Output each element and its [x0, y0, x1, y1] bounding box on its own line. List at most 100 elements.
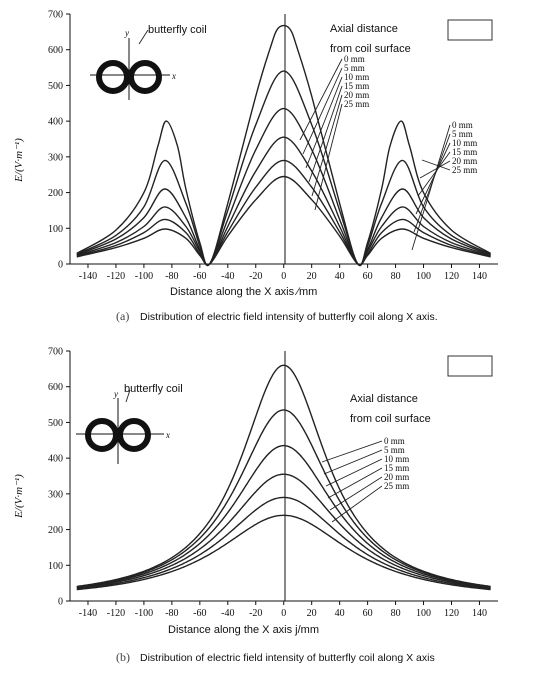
x-tick-label: -40	[221, 608, 234, 619]
chart-b-legend-box	[447, 355, 493, 377]
x-tick-label: -20	[249, 608, 262, 619]
legend-leader	[299, 58, 343, 141]
chart-b-legend-title-1: Axial distance	[350, 393, 418, 405]
series-line-25-mm	[76, 175, 491, 266]
svg-text:x: x	[165, 430, 170, 440]
legend-label-center: 25 mm	[344, 99, 369, 109]
chart-a-coil-icon: x y	[90, 28, 176, 100]
legend-leader	[308, 85, 343, 183]
legend-label-center: 5 mm	[344, 63, 365, 73]
x-tick-label: -40	[221, 271, 234, 282]
chart-b-coil-icon: x y	[76, 389, 170, 464]
series-line-5-mm	[76, 409, 491, 588]
x-tick-label: 0	[281, 608, 286, 619]
x-tick-label: -120	[107, 608, 125, 619]
y-tick-label: 100	[48, 561, 63, 572]
legend-leader	[305, 76, 343, 169]
x-tick-label: 60	[363, 271, 373, 282]
legend-label: 20 mm	[384, 472, 409, 482]
x-tick-label: -60	[193, 608, 206, 619]
series-line-25-mm	[76, 514, 491, 591]
chart-a-legend-title-1: Axial distance	[330, 23, 398, 35]
chart-b-series	[76, 364, 491, 591]
legend-label: 0 mm	[384, 436, 405, 446]
y-tick-label: 200	[48, 525, 63, 536]
series-line-10-mm	[76, 444, 491, 588]
chart-b-x-label: Distance along the X axis j/mm	[168, 624, 319, 636]
series-line-5-mm	[76, 70, 491, 267]
chart-b-caption: Distribution of electric field intensity…	[140, 652, 435, 664]
chart-b-y-label: E/(V·m⁻¹)	[13, 474, 25, 519]
chart-b-ticks: -140 -120 -100 -80 -60 -40 -20 0 20 40 60 80 100 120 1…	[48, 347, 487, 620]
y-tick-label: 200	[48, 188, 63, 199]
chart-a-y-label: E/(V·m⁻¹)	[13, 138, 25, 183]
series-line-0-mm	[76, 364, 491, 588]
x-tick-label: -80	[165, 608, 178, 619]
x-tick-label: 120	[444, 608, 459, 619]
x-tick-label: 40	[335, 608, 345, 619]
legend-leader	[331, 485, 383, 523]
legend-leader	[421, 159, 451, 171]
legend-leader	[327, 467, 383, 499]
y-tick-label: 700	[48, 10, 63, 21]
y-tick-label: 500	[48, 81, 63, 92]
y-tick-label: 100	[48, 224, 63, 235]
x-tick-label: 60	[363, 608, 373, 619]
y-tick-label: 400	[48, 454, 63, 465]
legend-label-center: 15 mm	[344, 81, 369, 91]
x-tick-label: -140	[79, 271, 97, 282]
x-tick-label: 20	[307, 271, 317, 282]
x-tick-label: -100	[135, 271, 153, 282]
y-tick-label: 400	[48, 117, 63, 128]
series-line-10-mm	[76, 107, 491, 266]
legend-label-center: 20 mm	[344, 90, 369, 100]
x-tick-label: -20	[249, 271, 262, 282]
legend-label: 25 mm	[384, 481, 409, 491]
x-tick-label: 100	[416, 271, 431, 282]
legend-label: 5 mm	[384, 445, 405, 455]
x-tick-label: -60	[193, 271, 206, 282]
legend-leader	[311, 94, 343, 197]
svg-text:y: y	[113, 389, 118, 399]
y-tick-label: 600	[48, 382, 63, 393]
chart-a-legend-title-2: from coil surface	[330, 43, 411, 55]
x-tick-label: -80	[165, 271, 178, 282]
chart-a-coil-label: butterfly coil	[148, 24, 207, 36]
y-tick-label: 600	[48, 45, 63, 56]
legend-leader	[413, 133, 451, 233]
legend-label-center: 0 mm	[344, 54, 365, 64]
chart-b-coil-label: butterfly coil	[124, 383, 183, 395]
legend-leader	[321, 440, 383, 463]
x-tick-label: 100	[416, 608, 431, 619]
x-tick-label: 140	[472, 271, 487, 282]
x-tick-label: 120	[444, 271, 459, 282]
svg-text:y: y	[124, 28, 129, 38]
y-tick-label: 300	[48, 152, 63, 163]
y-tick-label: 0	[58, 260, 63, 271]
legend-label: 20 mm	[452, 156, 477, 166]
x-tick-label: -100	[135, 608, 153, 619]
y-tick-label: 500	[48, 418, 63, 429]
legend-leader	[323, 449, 383, 475]
y-tick-label: 300	[48, 489, 63, 500]
legend-label: 5 mm	[452, 129, 473, 139]
legend-label: 15 mm	[384, 463, 409, 473]
x-tick-label: 0	[281, 271, 286, 282]
chart-a-caption-letter: (a)	[116, 309, 129, 323]
chart-a-series	[76, 24, 491, 267]
legend-label: 25 mm	[452, 165, 477, 175]
chart-a-ticks: -140 -120 -100 -80 -60 -40 -20 0 20 40 60 80 100 120 1…	[48, 10, 487, 283]
legend-leader	[415, 142, 451, 215]
series-line-0-mm	[76, 24, 491, 267]
legend-leader	[325, 458, 383, 487]
x-tick-label: 80	[391, 608, 401, 619]
legend-leader	[419, 160, 451, 179]
x-tick-label: 40	[335, 271, 345, 282]
legend-label-center: 10 mm	[344, 72, 369, 82]
x-tick-label: -120	[107, 271, 125, 282]
legend-leader	[314, 103, 343, 211]
x-tick-label: 20	[307, 608, 317, 619]
